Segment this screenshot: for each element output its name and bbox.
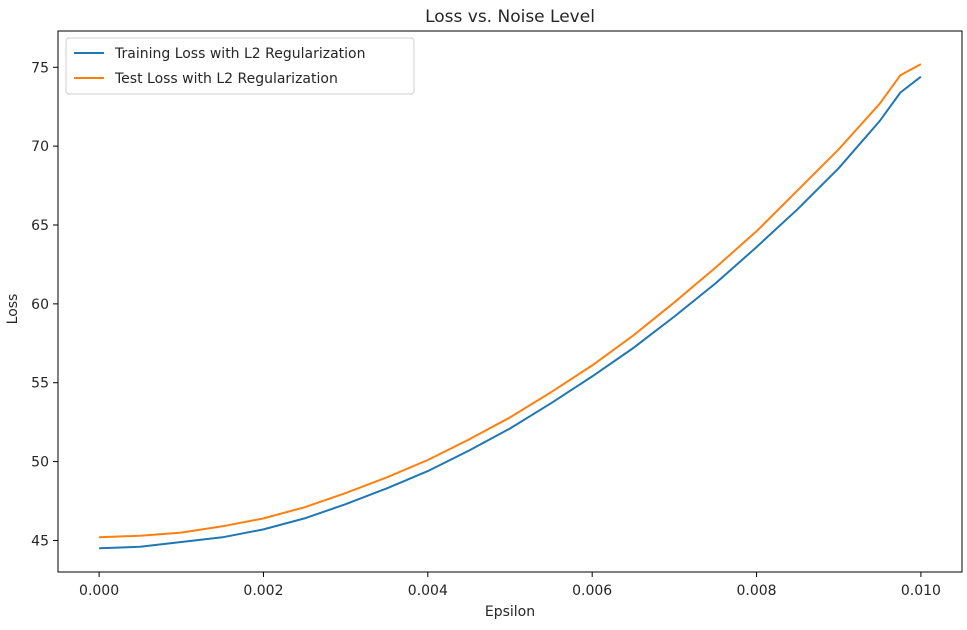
- x-axis-title: Epsilon: [485, 604, 535, 620]
- y-tick-label: 55: [31, 376, 49, 392]
- legend-box: [65, 37, 415, 95]
- axes-layer: 0.000 0.002 0.004 0.006 0.008 0.010 45 50 55 60 65…: [31, 60, 941, 599]
- y-tick-label: 70: [31, 139, 49, 155]
- y-tick-label: 45: [31, 533, 49, 549]
- y-tick-label: 50: [31, 455, 49, 471]
- series-line-2: [99, 63, 922, 539]
- x-tick-label: 0.010: [901, 583, 941, 599]
- legend-label-1: Training Loss with L2 Regularization: [114, 46, 366, 62]
- x-tick-label: 0.008: [736, 583, 776, 599]
- chart-title: Loss vs. Noise Level: [425, 7, 595, 27]
- x-tick-label: 0.004: [408, 583, 448, 599]
- x-tick-label: 0.006: [572, 583, 612, 599]
- series-line-1: [99, 75, 922, 550]
- y-tick-label: 65: [31, 218, 49, 234]
- x-tick-label: 0.002: [243, 583, 283, 599]
- legend-label-2: Test Loss with L2 Regularization: [114, 71, 338, 87]
- series-layer: [99, 63, 922, 550]
- y-tick-label: 75: [31, 60, 49, 76]
- legend: Training Loss with L2 Regularization Test…: [65, 37, 415, 95]
- y-axis-title: Loss: [5, 294, 21, 325]
- y-tick-label: 60: [31, 297, 49, 313]
- x-tick-label: 0.000: [79, 583, 119, 599]
- plot-area: [57, 30, 963, 573]
- plot-frame: [57, 30, 963, 573]
